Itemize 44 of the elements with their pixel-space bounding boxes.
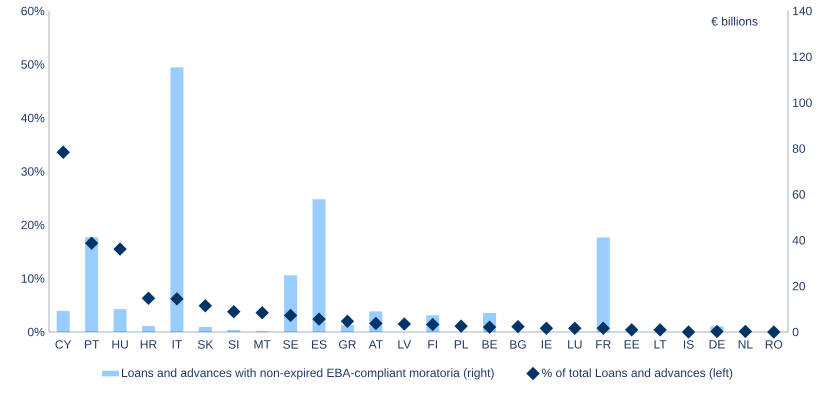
x-tick-label: EE: [624, 340, 640, 348]
y2-tick-label: 40: [792, 236, 806, 245]
y-tick-label: 20%: [21, 220, 44, 230]
x-tick-label: IS: [684, 340, 694, 349]
x-tick-label: BE: [482, 340, 498, 348]
x-tick-label: SK: [198, 340, 214, 349]
x-tick-label: LU: [568, 340, 582, 349]
y2-tick-label: 80: [792, 144, 806, 153]
x-tick-label: PT: [84, 340, 100, 348]
x-tick-label: HR: [140, 340, 157, 348]
y2-tick-label: 100: [793, 98, 812, 107]
x-tick-label: CY: [55, 340, 72, 349]
y-tick-label: 30%: [21, 167, 44, 176]
legend-label: Loans and advances with non-expired EBA-compliant moratoria (right): [122, 368, 494, 380]
x-tick-label: FR: [596, 340, 611, 348]
y2-axis-title: € billions: [711, 16, 758, 26]
y-tick-label: 0%: [28, 328, 44, 336]
x-tick-label: LT: [654, 340, 666, 348]
x-tick-label: FI: [428, 340, 437, 348]
x-tick-label: ES: [312, 340, 326, 349]
x-tick-label: HU: [112, 340, 128, 349]
x-tick-label: MT: [254, 340, 271, 348]
x-tick-label: BG: [510, 340, 526, 349]
x-tick-label: SI: [228, 340, 238, 349]
y-tick-label: 50%: [21, 60, 44, 69]
x-tick-label: SE: [283, 340, 298, 349]
x-tick-label: PL: [454, 340, 468, 348]
y2-tick-label: 60: [792, 190, 806, 199]
y2-tick-label: 120: [793, 52, 812, 62]
y2-tick-label: 140: [793, 6, 812, 16]
y-tick-label: 40%: [21, 114, 44, 122]
x-tick-label: IE: [542, 340, 552, 348]
x-tick-label: RO: [766, 340, 782, 349]
x-tick-label: IT: [172, 340, 182, 348]
y2-tick-label: 0: [792, 328, 798, 336]
y-tick-label: 60%: [21, 6, 44, 16]
legend-label: % of total Loans and advances (left): [542, 368, 732, 380]
x-tick-label: LV: [398, 340, 412, 348]
x-tick-label: NL: [738, 340, 753, 348]
x-tick-label: GR: [339, 340, 356, 349]
y2-tick-label: 20: [792, 282, 806, 290]
y-tick-label: 10%: [22, 274, 44, 283]
x-tick-label: AT: [368, 340, 383, 348]
x-tick-label: DE: [710, 340, 725, 348]
